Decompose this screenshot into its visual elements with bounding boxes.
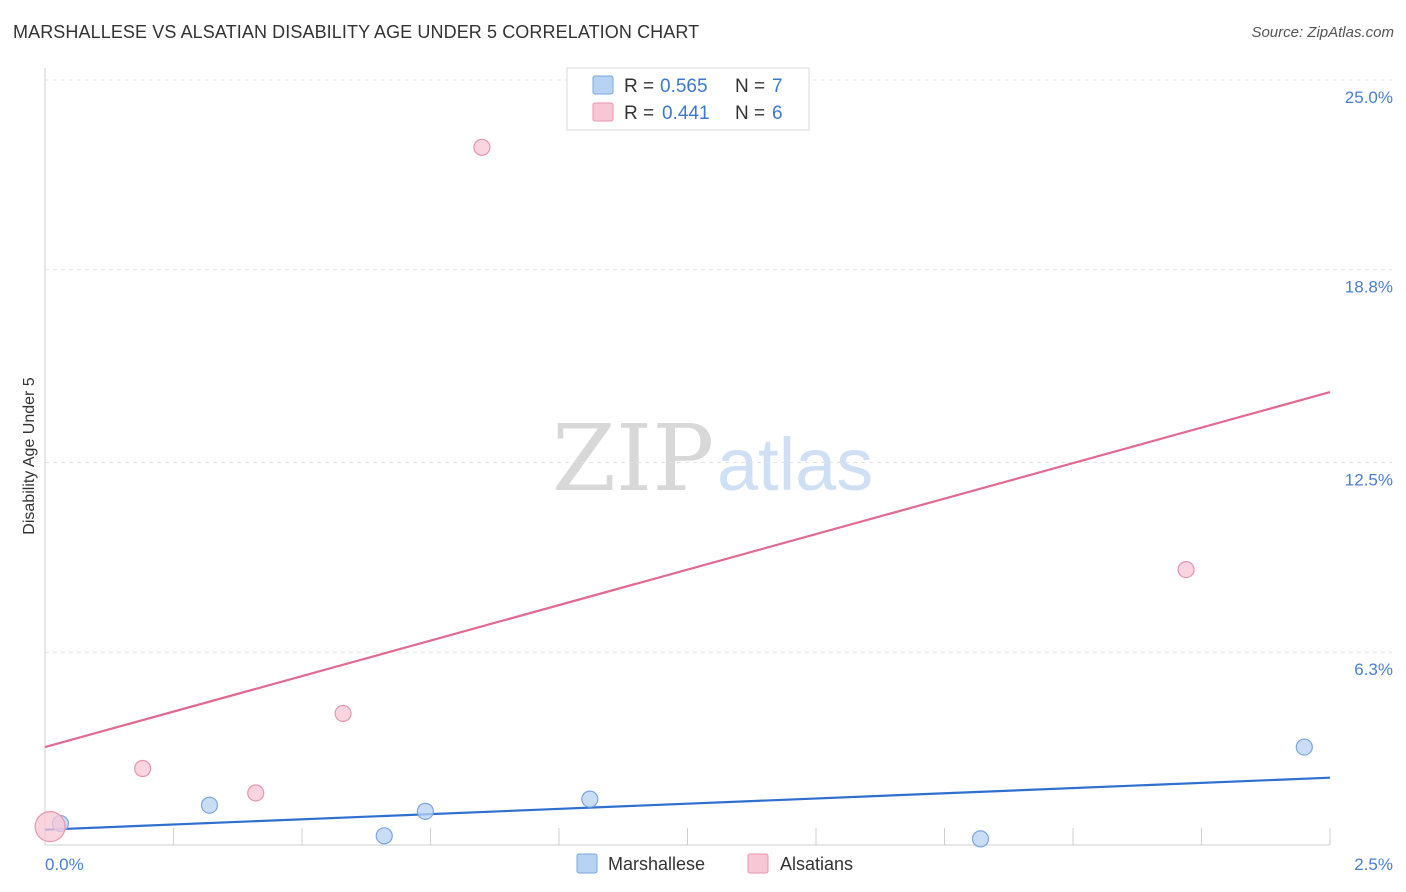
- series-legend: Marshallese Alsatians: [576, 853, 853, 874]
- point-alsatians-1: [134, 759, 152, 778]
- gridlines: [45, 79, 1392, 653]
- legend-n-label-2: N =: [735, 103, 765, 124]
- legend-swatch-alsatians: [592, 102, 614, 122]
- legend-n-value-marshallese: 7: [772, 76, 783, 97]
- x-tick-label-1: 2.5%: [1354, 855, 1393, 874]
- y-axis-label: Disability Age Under 5: [21, 377, 38, 535]
- point-alsatians-5: [1177, 560, 1195, 579]
- legend-r-label-2: R =: [624, 103, 654, 124]
- correlation-legend: R = 0.565 N = 7 R = 0.441 N = 6: [566, 67, 810, 131]
- legend-n-label-1: N =: [735, 76, 765, 97]
- point-alsatians-0: [34, 811, 66, 843]
- y-tick-labels: 6.3% 12.5% 18.8% 25.0%: [1345, 88, 1393, 679]
- watermark-atlas: atlas: [717, 423, 873, 506]
- bottom-legend-swatch-marshallese: [576, 853, 598, 874]
- bottom-legend-label-alsatians: Alsatians: [780, 854, 853, 874]
- trend-line-alsatians: [44, 391, 1331, 749]
- data-points: [34, 138, 1313, 848]
- x-tick-marks: [173, 828, 1331, 845]
- point-marshallese-4: [581, 790, 599, 808]
- y-tick-label-0: 6.3%: [1354, 660, 1393, 679]
- legend-r-value-marshallese: 0.565: [660, 76, 708, 97]
- x-tick-label-0: 0.0%: [45, 855, 84, 874]
- y-tick-label-1: 12.5%: [1345, 471, 1393, 490]
- point-alsatians-2: [247, 784, 265, 802]
- bottom-legend-label-marshallese: Marshallese: [608, 854, 705, 874]
- y-tick-label-3: 25.0%: [1345, 88, 1393, 107]
- point-alsatians-3: [334, 704, 352, 723]
- point-alsatians-4: [473, 138, 491, 156]
- watermark-zip: ZIP: [552, 405, 714, 512]
- trend-line-marshallese: [44, 776, 1331, 831]
- legend-r-label-1: R =: [624, 76, 654, 97]
- trend-lines: [44, 391, 1331, 831]
- point-marshallese-5: [971, 830, 990, 848]
- chart-title: MARSHALLESE VS ALSATIAN DISABILITY AGE U…: [13, 22, 700, 42]
- point-marshallese-1: [200, 796, 219, 814]
- point-marshallese-3: [416, 802, 434, 820]
- legend-r-value-alsatians: 0.441: [662, 103, 710, 124]
- bottom-legend-swatch-alsatians: [747, 853, 769, 874]
- legend-n-value-alsatians: 6: [772, 103, 783, 124]
- legend-swatch-marshallese: [592, 75, 614, 95]
- point-marshallese-6: [1295, 738, 1313, 756]
- point-marshallese-2: [375, 827, 393, 845]
- watermark: ZIP atlas: [552, 405, 873, 512]
- y-tick-label-2: 18.8%: [1345, 278, 1393, 297]
- x-tick-labels: 0.0% 2.5%: [45, 855, 1393, 874]
- source-credit: Source: ZipAtlas.com: [1251, 24, 1394, 41]
